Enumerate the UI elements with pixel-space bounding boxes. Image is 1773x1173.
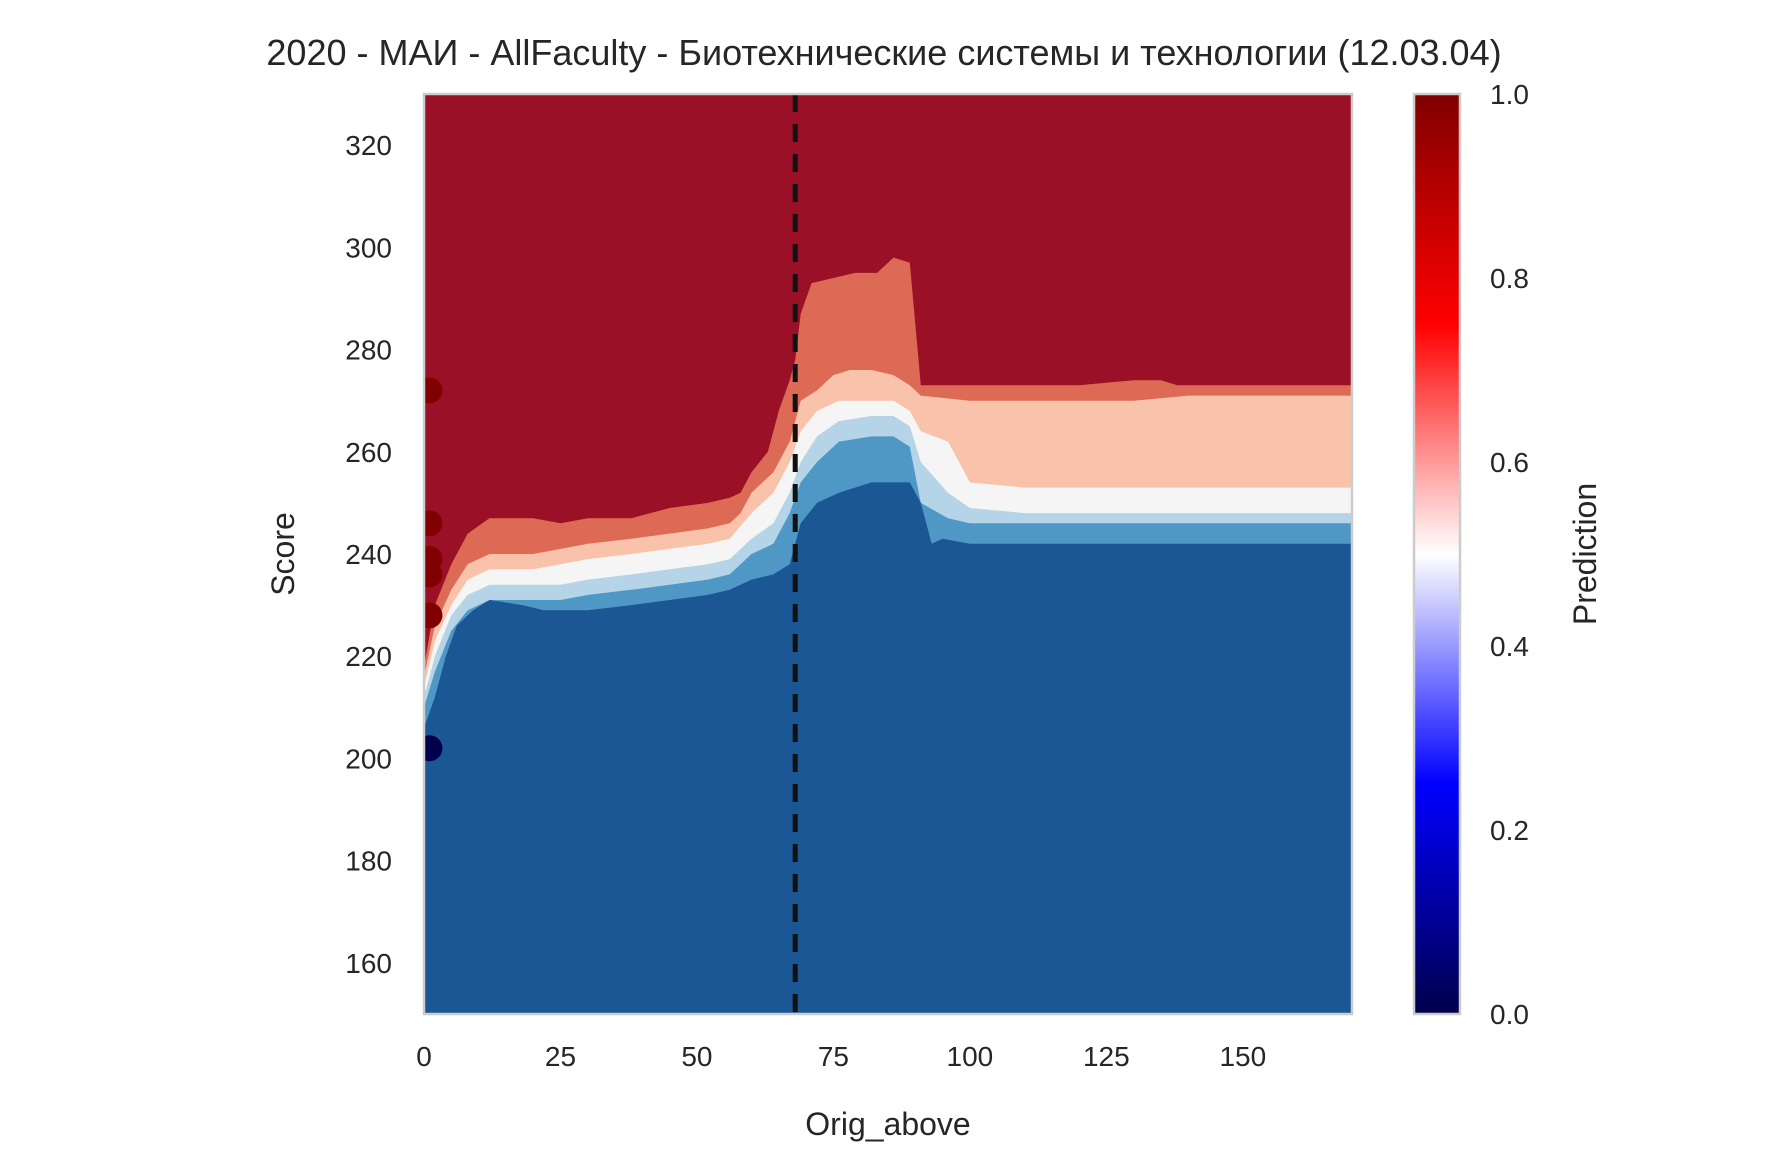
- data-point-4: [424, 561, 443, 588]
- colorbar-label: Prediction: [1567, 483, 1603, 625]
- data-point-6: [424, 735, 443, 762]
- colorbar-ticks: 0.0 0.2 0.4 0.6 0.8 1.0: [1490, 79, 1529, 1030]
- colorbar-tick-label: 0.0: [1490, 999, 1529, 1030]
- y-tick-label: 260: [345, 437, 392, 468]
- colorbar-tick-label: 0.4: [1490, 631, 1529, 662]
- data-points: [424, 377, 443, 762]
- x-tick-label: 25: [545, 1041, 576, 1072]
- x-axis-ticks: 0 25 50 75 100 125 150: [416, 1041, 1266, 1072]
- colorbar-tick-label: 1.0: [1490, 79, 1529, 110]
- colorbar-gradient: [1412, 92, 1462, 1016]
- x-tick-label: 100: [947, 1041, 994, 1072]
- x-tick-label: 150: [1219, 1041, 1266, 1072]
- y-axis-label: Score: [265, 512, 301, 596]
- y-tick-label: 240: [345, 539, 392, 570]
- chart-title: 2020 - МАИ - AllFaculty - Биотехнические…: [266, 32, 1501, 73]
- colorbar-tick-label: 0.8: [1490, 263, 1529, 294]
- contour-region-1: [424, 94, 1352, 667]
- colorbar: 0.0 0.2 0.4 0.6 0.8 1.0 Prediction: [1412, 79, 1603, 1030]
- x-tick-label: 0: [416, 1041, 432, 1072]
- contour-layers: [424, 94, 1352, 728]
- colorbar-tick-label: 0.2: [1490, 815, 1529, 846]
- x-tick-label: 75: [818, 1041, 849, 1072]
- data-point-1: [424, 377, 443, 404]
- x-tick-label: 50: [681, 1041, 712, 1072]
- y-tick-label: 280: [345, 335, 392, 366]
- data-point-5: [424, 602, 443, 629]
- y-tick-label: 320: [345, 130, 392, 161]
- data-point-2: [424, 510, 443, 537]
- plot-area: [424, 94, 1352, 1014]
- y-tick-label: 300: [345, 232, 392, 263]
- plot-frame: [422, 92, 1354, 1016]
- x-tick-label: 125: [1083, 1041, 1130, 1072]
- y-tick-label: 220: [345, 641, 392, 672]
- y-axis-ticks: 160 180 200 220 240 260 280 300 320: [345, 130, 392, 979]
- y-tick-label: 160: [345, 948, 392, 979]
- y-tick-label: 200: [345, 743, 392, 774]
- x-axis-label: Orig_above: [805, 1106, 970, 1142]
- y-tick-label: 180: [345, 846, 392, 877]
- colorbar-tick-label: 0.6: [1490, 447, 1529, 478]
